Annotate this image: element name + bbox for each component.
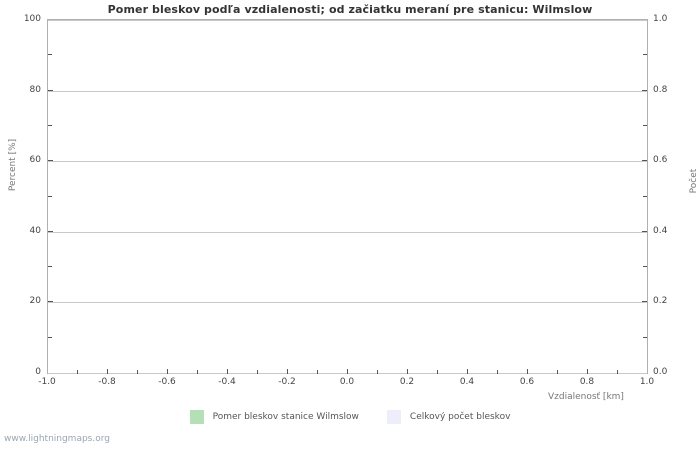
y-tick-label-right: 0.8 <box>653 84 668 95</box>
y-tick-label-right: 0.0 <box>653 367 668 377</box>
y-tick-major-left <box>48 160 53 162</box>
legend-swatch-icon <box>189 410 204 424</box>
y-tick-label-left: 20 <box>29 296 41 307</box>
x-tick-minor <box>317 370 318 374</box>
x-tick-minor <box>497 370 498 374</box>
x-tick-minor <box>377 370 378 374</box>
x-tick-label: 0.0 <box>339 377 355 387</box>
y-axis-title-right: Počet <box>689 168 699 194</box>
x-axis-labels: -1.0 -0.8 -0.6 -0.4 -0.2 0.0 0.2 0.4 0.6… <box>0 377 700 391</box>
legend-item-total[interactable]: Celkový počet bleskov <box>386 410 511 424</box>
y-tick-label-right: 0.4 <box>653 225 668 236</box>
y-tick-label-right: 1.0 <box>653 14 668 24</box>
y-tick-label-right: 0.2 <box>653 296 668 307</box>
x-tick-label: -0.6 <box>158 377 176 387</box>
x-tick-label: 1.0 <box>639 377 655 387</box>
y-tick-minor-right <box>643 266 647 268</box>
y-tick-minor-right <box>643 195 647 197</box>
gridline-y-100 <box>48 20 647 21</box>
y-tick-minor-left <box>48 266 52 268</box>
legend-item-ratio[interactable]: Pomer bleskov stanice Wilmslow <box>189 410 359 424</box>
x-tick-major <box>347 369 348 374</box>
plot-area <box>47 19 648 374</box>
legend-label: Pomer bleskov stanice Wilmslow <box>212 412 359 422</box>
legend-swatch-icon <box>386 410 401 424</box>
y-tick-minor-right <box>643 54 647 56</box>
y-tick-minor-left <box>48 336 52 338</box>
x-tick-major <box>587 369 588 374</box>
gridline-y-80 <box>48 90 647 92</box>
gridline-y-60 <box>48 161 647 163</box>
y-tick-label-left: 80 <box>29 84 41 95</box>
watermark-text: www.lightningmaps.org <box>4 434 110 444</box>
y-tick-major-left <box>48 89 53 91</box>
x-tick-major <box>167 369 168 374</box>
y-tick-major-left <box>48 301 53 303</box>
chart-title: Pomer bleskov podľa vzdialenosti; od zač… <box>107 3 593 16</box>
x-tick-minor <box>617 370 618 374</box>
x-tick-major <box>407 369 408 374</box>
y-tick-minor-right <box>643 336 647 338</box>
y-tick-label-left: 0 <box>35 367 41 377</box>
x-tick-minor <box>77 370 78 374</box>
x-tick-major <box>527 369 528 374</box>
y-tick-major-right <box>642 160 647 162</box>
y-tick-label-left: 100 <box>23 14 41 24</box>
y-tick-major-right <box>642 301 647 303</box>
legend-label: Celkový počet bleskov <box>409 412 511 422</box>
y-tick-label-left: 60 <box>29 155 41 166</box>
gridline-y-20 <box>48 302 647 304</box>
x-tick-minor <box>557 370 558 374</box>
y-tick-label-right: 0.6 <box>653 155 668 166</box>
x-tick-label: 0.6 <box>519 377 535 387</box>
x-tick-label: -1.0 <box>38 377 56 387</box>
y-tick-minor-left <box>48 54 52 56</box>
y-tick-minor-right <box>643 124 647 126</box>
y-tick-label-left: 40 <box>29 225 41 236</box>
y-tick-major-right <box>642 89 647 91</box>
y-axis-left-labels: 100 80 60 40 20 0 <box>0 0 41 450</box>
chart-legend: Pomer bleskov stanice Wilmslow Celkový p… <box>0 410 700 424</box>
y-axis-right-labels: 1.0 0.8 0.6 0.4 0.2 0.0 <box>653 0 693 450</box>
y-axis-title-left: Percent [%] <box>8 138 18 192</box>
x-tick-major <box>287 369 288 374</box>
y-tick-major-left <box>48 230 53 232</box>
x-tick-major <box>227 369 228 374</box>
x-tick-label: -0.2 <box>278 377 296 387</box>
x-tick-label: 0.8 <box>579 377 595 387</box>
x-axis-title: Vzdialenosť [km] <box>548 392 624 402</box>
x-tick-label: -0.4 <box>218 377 236 387</box>
x-tick-label: -0.8 <box>98 377 116 387</box>
y-tick-major-right <box>642 230 647 232</box>
x-tick-major <box>107 369 108 374</box>
x-tick-minor <box>437 370 438 374</box>
x-tick-minor <box>197 370 198 374</box>
x-tick-label: 0.4 <box>459 377 475 387</box>
y-tick-minor-left <box>48 195 52 197</box>
y-tick-minor-left <box>48 124 52 126</box>
x-tick-minor <box>137 370 138 374</box>
x-tick-label: 0.2 <box>399 377 415 387</box>
x-tick-minor <box>257 370 258 374</box>
x-tick-major <box>467 369 468 374</box>
gridline-y-40 <box>48 231 647 233</box>
